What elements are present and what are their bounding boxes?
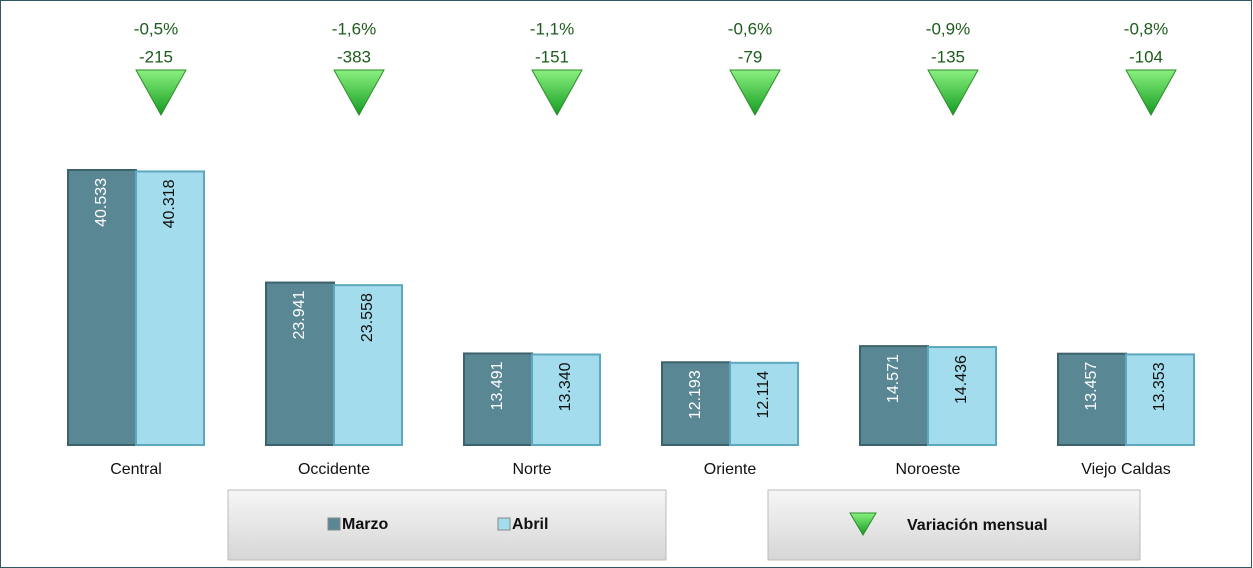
variation-marker (333, 69, 385, 117)
bar (531, 353, 601, 446)
bar (135, 170, 205, 446)
variation-value: -79 (738, 47, 763, 66)
legend-swatch (327, 517, 341, 531)
data-label: 13.457 (1083, 362, 1100, 411)
bar (729, 361, 799, 447)
legend-label: Marzo (342, 516, 388, 533)
bar (859, 345, 929, 447)
variation-percent: -0,8% (1124, 19, 1168, 38)
data-label: 12.193 (687, 370, 704, 419)
data-label: 13.340 (557, 362, 574, 411)
variation-marker (531, 69, 583, 117)
legend-box (767, 489, 1141, 561)
variation-value: -135 (931, 47, 965, 66)
data-label: 40.318 (161, 179, 178, 228)
variation-marker (1125, 69, 1177, 117)
x-tick-label: Norte (512, 461, 551, 478)
variation-marker (927, 69, 979, 117)
data-label: 13.491 (489, 361, 506, 410)
data-label: 23.941 (291, 290, 308, 339)
variation-percent: -1,6% (332, 19, 376, 38)
legend-box (227, 489, 667, 561)
variation-value: -151 (535, 47, 569, 66)
variation-value: -383 (337, 47, 371, 66)
variation-marker (135, 69, 187, 117)
bar (67, 168, 137, 447)
variation-marker (729, 69, 781, 117)
x-tick-label: Occidente (298, 461, 370, 478)
x-tick-label: Viejo Caldas (1081, 461, 1171, 478)
legend-marker (849, 512, 877, 536)
bar (333, 284, 403, 446)
x-tick-label: Central (110, 461, 162, 478)
data-label: 12.114 (755, 371, 772, 419)
data-label: 13.353 (1151, 362, 1168, 411)
legend-label: Abril (512, 516, 548, 533)
bar (1125, 353, 1195, 447)
data-label: 14.436 (953, 355, 970, 404)
variation-value: -104 (1129, 47, 1163, 66)
legend-label: Variación mensual (907, 517, 1048, 534)
variation-value: -215 (139, 47, 173, 66)
data-label: 40.533 (93, 178, 110, 227)
variation-percent: -0,9% (926, 19, 970, 38)
bar (927, 346, 997, 446)
bar (661, 361, 731, 447)
x-tick-label: Noroeste (896, 461, 961, 478)
variation-percent: -0,6% (728, 19, 772, 38)
variation-percent: -0,5% (134, 19, 178, 38)
data-label: 14.571 (885, 354, 902, 403)
bar (1057, 352, 1127, 446)
legend-swatch (497, 517, 511, 531)
x-tick-label: Oriente (704, 461, 757, 478)
variation-percent: -1,1% (530, 19, 574, 38)
data-label: 23.558 (359, 293, 376, 342)
